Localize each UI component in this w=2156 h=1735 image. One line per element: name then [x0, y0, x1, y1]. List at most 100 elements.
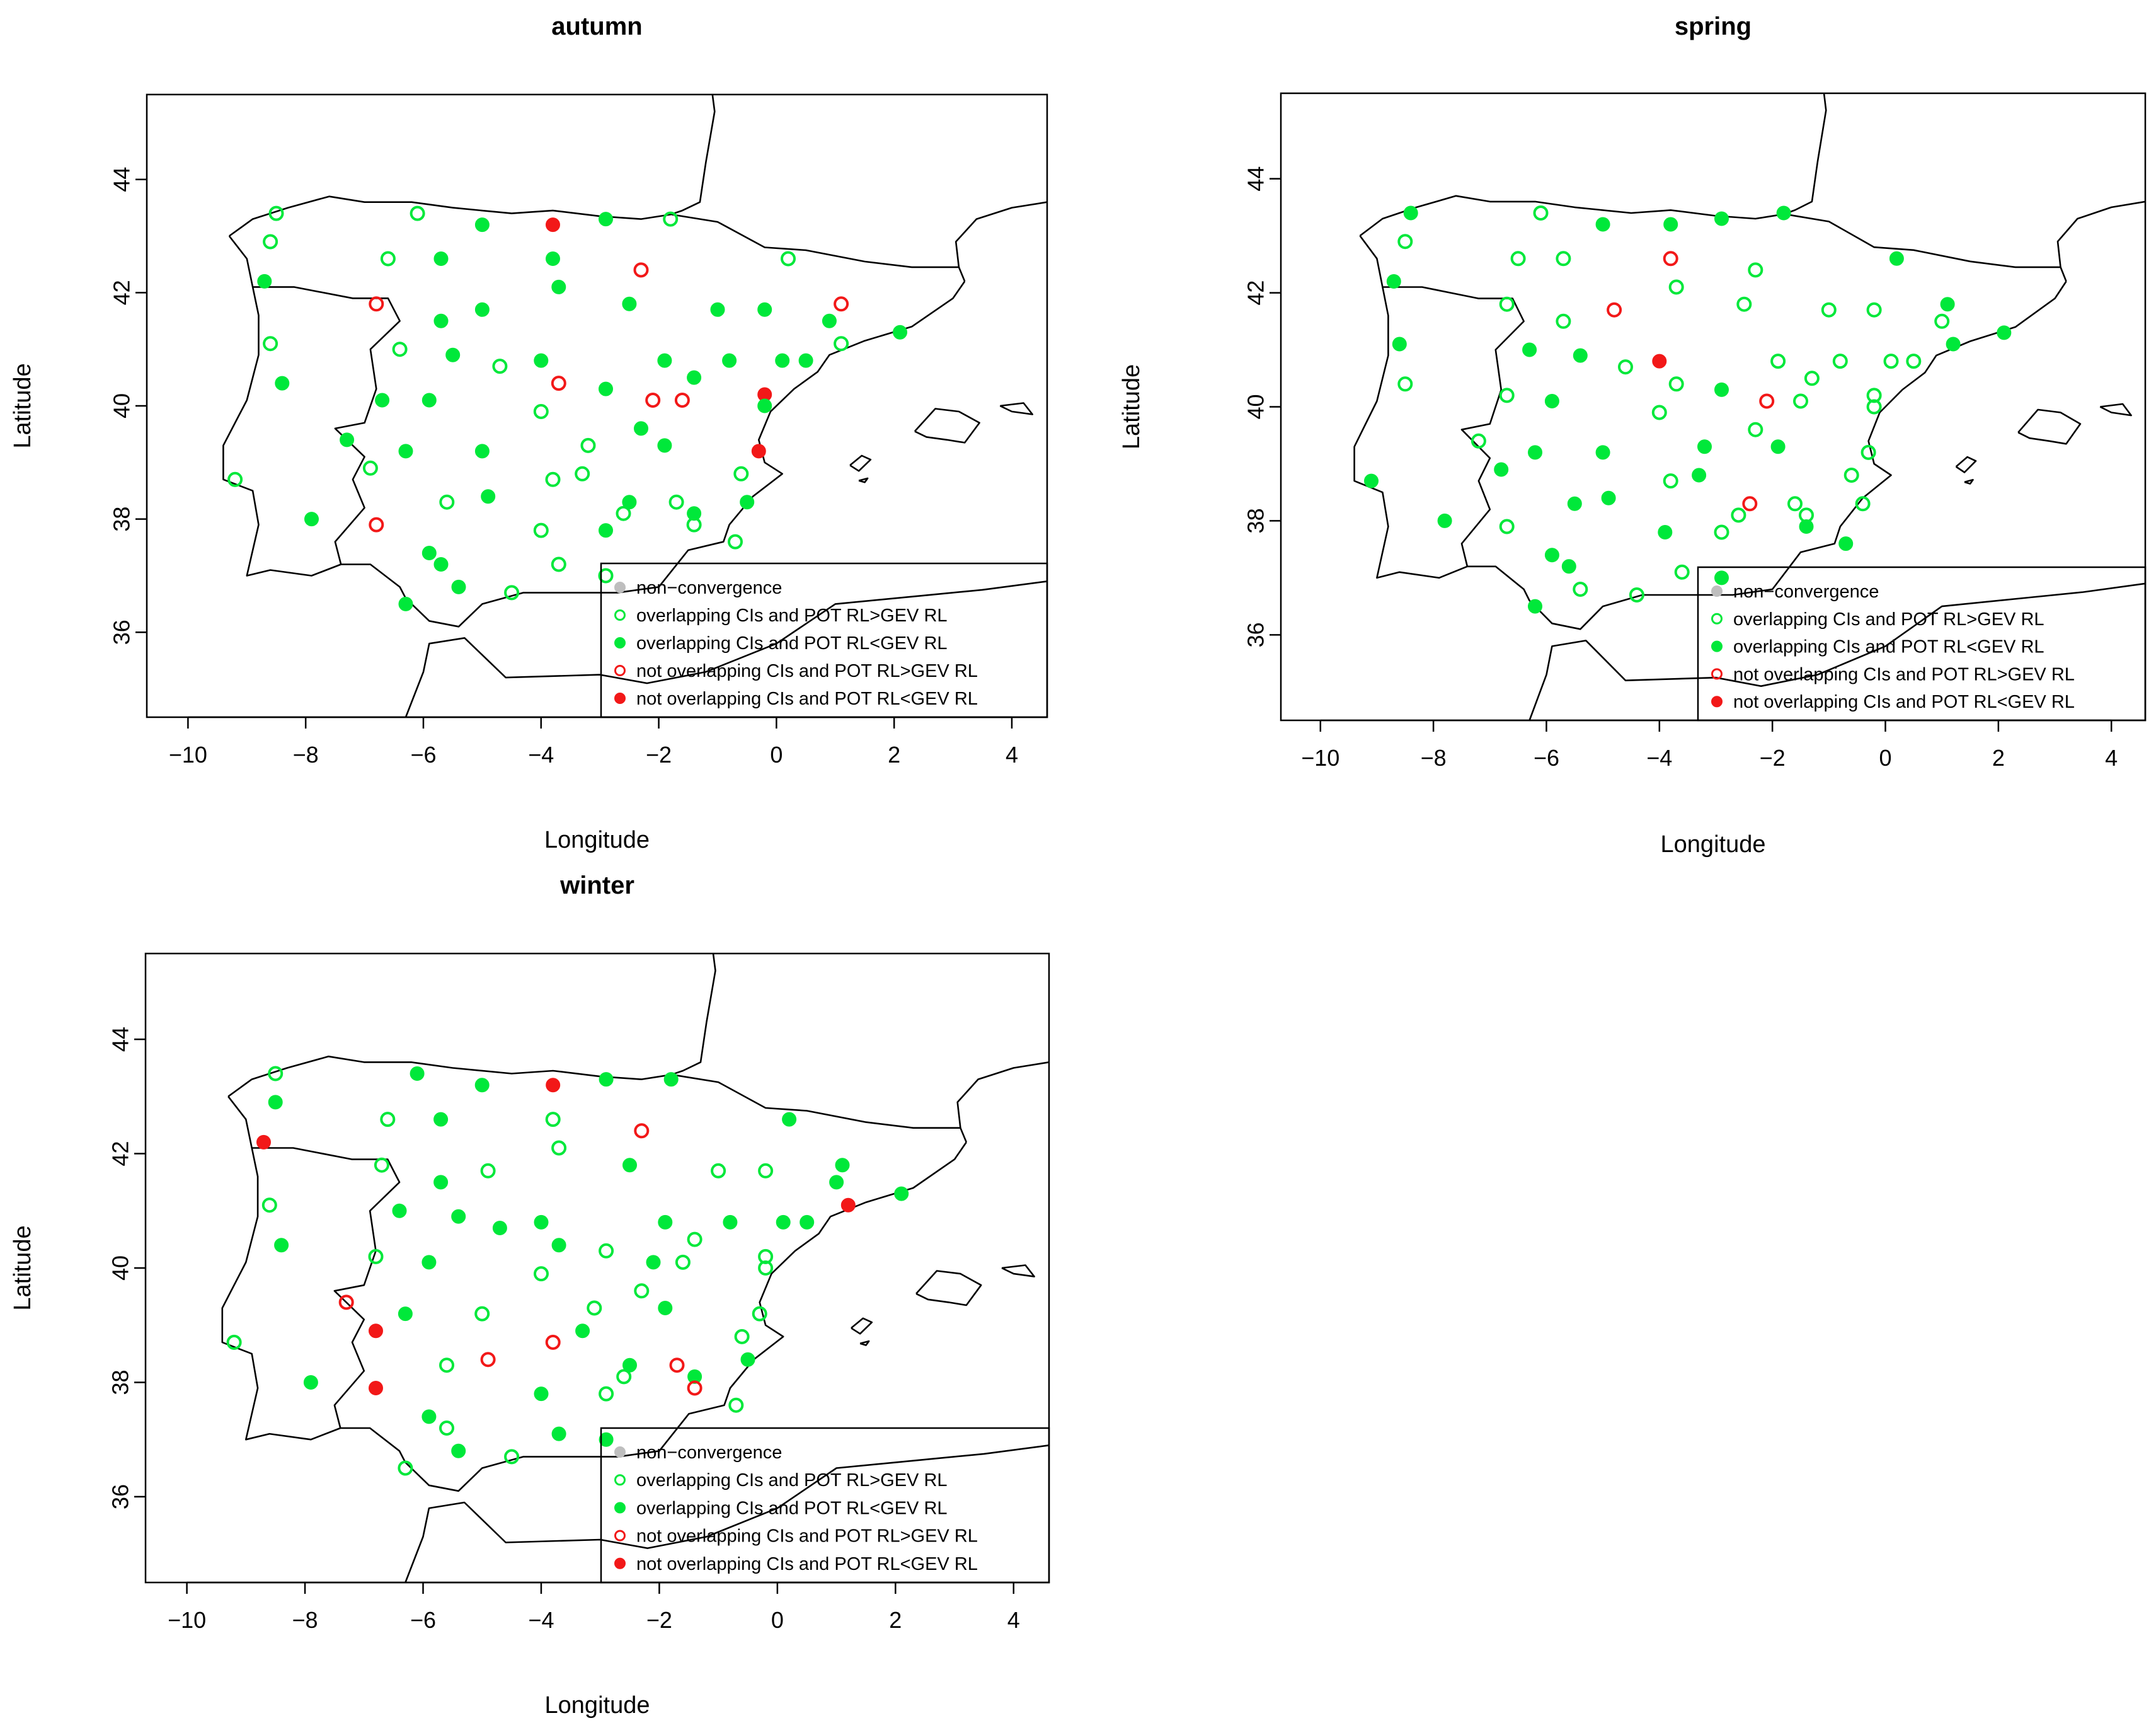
- station-overlap-pot-less: [1528, 599, 1542, 614]
- coast-ibiza: [849, 454, 872, 472]
- station-overlap-pot-greater: [1533, 205, 1549, 221]
- chart-title: spring: [1675, 13, 1752, 40]
- y-tick-label: 42: [108, 1141, 134, 1167]
- legend-entry-label: not overlapping CIs and POT RL>GEV RL: [636, 661, 978, 681]
- x-tick-label: −8: [293, 742, 319, 768]
- station-overlap-pot-less: [257, 274, 272, 289]
- coast-africa: [404, 1444, 1049, 1582]
- coast-menorca: [2099, 403, 2132, 417]
- station-nonoverlap-pot-less: [369, 1381, 383, 1395]
- station-overlap-pot-greater: [1821, 302, 1837, 318]
- station-overlap-pot-less: [1601, 490, 1616, 505]
- station-overlap-pot-greater: [686, 517, 702, 533]
- station-overlap-pot-greater: [575, 466, 590, 481]
- station-overlap-pot-greater: [1793, 393, 1808, 409]
- station-overlap-pot-greater: [1618, 359, 1633, 375]
- station-overlap-pot-greater: [758, 1260, 774, 1276]
- station-overlap-pot-less: [433, 1112, 449, 1127]
- station-overlap-pot-greater: [1668, 279, 1684, 295]
- station-overlap-pot-greater: [398, 1460, 413, 1476]
- station-overlap-pot-less: [534, 353, 549, 368]
- station-overlap-pot-less: [304, 512, 319, 527]
- coast-mainland: [227, 954, 716, 1097]
- coast-pyrenees-link: [2060, 267, 2067, 282]
- map-panel-autumn: autumn −10 −8 −6 −4 −2 0 2 4 36 38 40 42 44 Longitude L…: [9, 13, 1048, 853]
- coast-portugal-border: [251, 1147, 401, 1429]
- station-overlap-pot-less: [829, 1175, 844, 1190]
- station-overlap-pot-less: [546, 251, 560, 266]
- legend-key-station-non-convergence: [614, 582, 626, 593]
- y-tick-label: 44: [109, 167, 135, 192]
- x-tick-label: 4: [1007, 1607, 1020, 1633]
- station-overlap-pot-greater: [504, 1449, 520, 1465]
- station-overlap-pot-less: [1997, 325, 2012, 340]
- y-tick-label: 40: [109, 393, 135, 418]
- station-points: [1364, 205, 2012, 614]
- station-overlap-pot-less: [474, 302, 490, 317]
- station-overlap-pot-less: [757, 398, 772, 413]
- station-overlap-pot-greater: [1499, 519, 1515, 534]
- station-nonoverlap-pot-greater: [1759, 393, 1775, 409]
- coast-mainland: [1359, 93, 1827, 237]
- legend-box: [600, 562, 1048, 718]
- coast-portugal-border: [1382, 286, 1525, 567]
- station-overlap-pot-greater: [663, 211, 679, 227]
- legend: non−convergence overlapping CIs and POT R…: [1697, 566, 2147, 722]
- coastline: [221, 954, 1049, 1582]
- station-nonoverlap-pot-greater: [674, 393, 690, 408]
- legend-entry-label: not overlapping CIs and POT RL<GEV RL: [636, 689, 978, 709]
- station-overlap-pot-less: [1522, 342, 1537, 357]
- coast-iberia-east: [221, 1096, 967, 1492]
- station-overlap-pot-less: [551, 1426, 566, 1441]
- station-overlap-pot-less: [1437, 513, 1452, 528]
- y-tick-label: 44: [108, 1027, 134, 1052]
- coast-pyrenees-link: [960, 1127, 968, 1143]
- station-overlap-pot-less: [723, 1214, 738, 1230]
- station-overlap-pot-greater: [734, 1329, 750, 1344]
- coastline: [1353, 93, 2145, 720]
- station-nonoverlap-pot-less: [369, 1323, 383, 1339]
- station-nonoverlap-pot-less: [546, 1078, 561, 1093]
- legend-key-station-overlap-pot-greater: [614, 1474, 626, 1486]
- station-overlap-pot-greater: [1883, 354, 1899, 369]
- y-axis-label: Latitude: [9, 1225, 36, 1310]
- station-overlap-pot-greater: [1770, 354, 1786, 369]
- legend-entry-label: non−convergence: [1733, 582, 1879, 602]
- station-nonoverlap-pot-less: [256, 1134, 271, 1150]
- legend: non−convergence overlapping CIs and POT R…: [600, 1427, 1050, 1584]
- station-overlap-pot-less: [474, 1078, 490, 1093]
- legend-entry-label: not overlapping CIs and POT RL<GEV RL: [1733, 692, 2075, 712]
- station-overlap-pot-greater: [1651, 405, 1667, 420]
- station-overlap-pot-less: [1799, 519, 1814, 534]
- x-tick-label: −10: [1301, 745, 1339, 771]
- coast-iberia-east: [1353, 235, 2067, 630]
- station-overlap-pot-greater: [728, 534, 743, 550]
- station-nonoverlap-pot-greater: [369, 296, 384, 312]
- station-overlap-pot-less: [421, 546, 437, 560]
- station-overlap-pot-less: [268, 1095, 283, 1110]
- station-overlap-pot-greater: [1866, 302, 1882, 318]
- station-overlap-pot-less: [822, 313, 837, 328]
- coast-mainland: [229, 95, 716, 237]
- station-nonoverlap-pot-less: [1652, 354, 1667, 369]
- station-overlap-pot-greater: [410, 205, 425, 221]
- station-overlap-pot-less: [492, 1221, 507, 1235]
- legend-key-station-overlap-pot-less: [614, 637, 626, 648]
- station-overlap-pot-less: [1663, 217, 1678, 232]
- station-overlap-pot-less: [1494, 462, 1509, 477]
- station-nonoverlap-pot-greater: [645, 393, 661, 408]
- station-overlap-pot-less: [757, 302, 772, 317]
- station-points: [227, 205, 907, 611]
- station-overlap-pot-greater: [1832, 354, 1848, 369]
- station-overlap-pot-greater: [687, 1231, 702, 1247]
- station-overlap-pot-greater: [551, 556, 566, 572]
- station-overlap-pot-greater: [533, 522, 549, 538]
- legend-key-station-nonoverlap-pot-greater: [1711, 668, 1723, 680]
- station-overlap-pot-less: [421, 1255, 437, 1270]
- station-nonoverlap-pot-greater: [669, 1357, 685, 1373]
- station-nonoverlap-pot-greater: [369, 517, 384, 533]
- station-overlap-pot-greater: [504, 585, 520, 601]
- legend: non−convergence overlapping CIs and POT R…: [600, 562, 1048, 718]
- station-overlap-pot-less: [663, 1072, 679, 1087]
- chart-title: winter: [559, 872, 634, 899]
